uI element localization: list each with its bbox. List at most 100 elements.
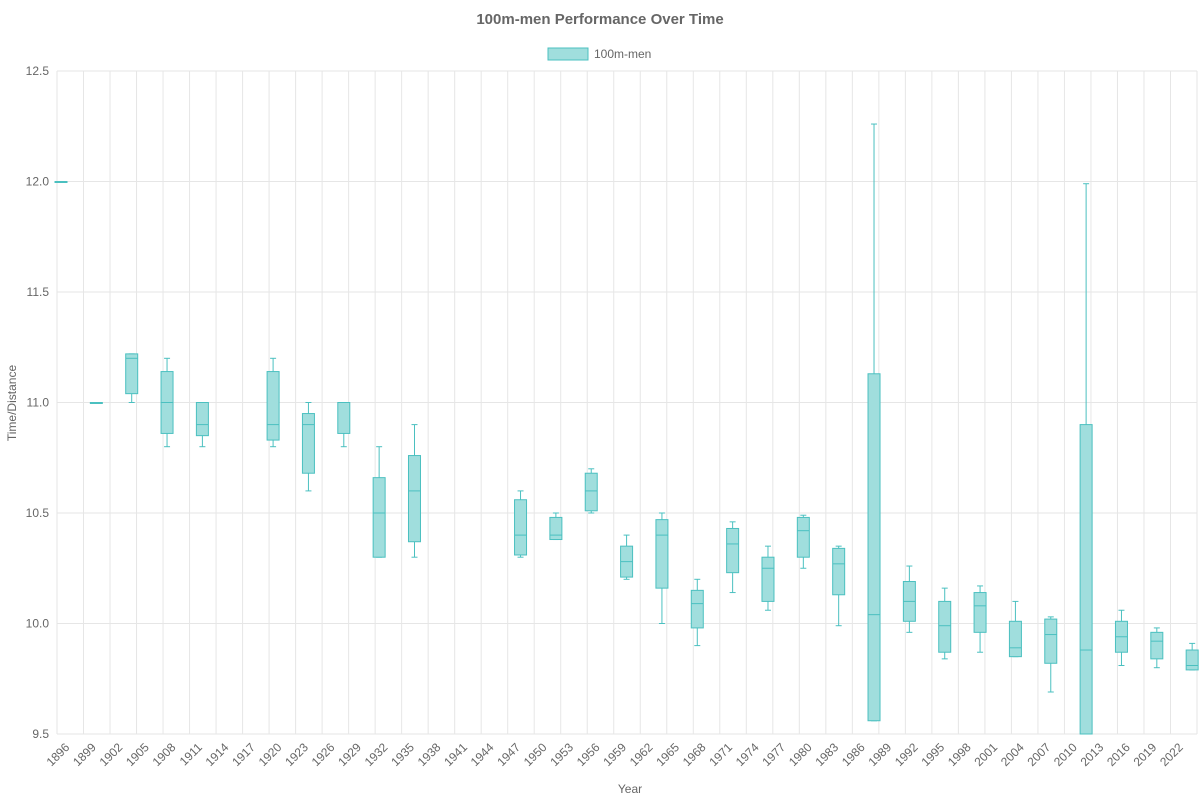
- box-1988[interactable]: [867, 123, 881, 722]
- x-tick-label: 1956: [574, 740, 603, 769]
- x-tick-label: 1950: [521, 740, 550, 769]
- box-iqr: [1079, 424, 1093, 735]
- x-tick-label: 1977: [759, 740, 788, 769]
- box-1936[interactable]: [407, 424, 421, 558]
- box-1984[interactable]: [832, 545, 846, 627]
- x-tick-label: 2013: [1078, 740, 1107, 769]
- legend[interactable]: 100m-men: [547, 47, 651, 61]
- box-1976[interactable]: [761, 545, 775, 611]
- y-tick-label: 11.5: [27, 285, 50, 299]
- x-tick-label: 1998: [945, 740, 974, 769]
- x-tick-label: 1923: [282, 740, 311, 769]
- box-1948[interactable]: [514, 490, 528, 558]
- x-axis-label: Year: [618, 782, 642, 796]
- y-tick-label: 11.0: [27, 396, 50, 410]
- grid: [56, 70, 1198, 735]
- box-2012[interactable]: [1079, 183, 1093, 735]
- x-tick-label: 1941: [441, 740, 470, 769]
- box-iqr: [690, 589, 704, 629]
- y-axis-label: Time/Distance: [5, 365, 19, 442]
- y-tick-label: 10.0: [26, 617, 50, 631]
- box-iqr: [761, 556, 775, 602]
- box-2004[interactable]: [1008, 600, 1022, 658]
- x-tick-label: 1962: [627, 740, 656, 769]
- x-tick-label: 1968: [680, 740, 709, 769]
- box-1996[interactable]: [938, 587, 952, 660]
- x-tick-label: 2004: [998, 740, 1027, 769]
- box-2008[interactable]: [1044, 616, 1058, 693]
- x-tick-label: 1914: [203, 740, 232, 769]
- box-1932[interactable]: [372, 446, 386, 558]
- x-tick-label: 1983: [812, 740, 841, 769]
- box-1972[interactable]: [726, 521, 740, 594]
- box-iqr: [407, 455, 421, 543]
- x-tick-label: 1944: [468, 740, 497, 769]
- box-2020[interactable]: [1150, 627, 1164, 669]
- x-tick-label: 1953: [547, 740, 576, 769]
- x-tick-label: 1926: [309, 740, 338, 769]
- x-tick-label: 1965: [653, 740, 682, 769]
- box-series: [54, 123, 1199, 735]
- box-2016[interactable]: [1114, 609, 1128, 666]
- x-tick-label: 1959: [600, 740, 629, 769]
- x-tick-label: 1929: [335, 740, 364, 769]
- box-iqr: [549, 516, 563, 541]
- x-axis-ticks: 1896189919021905190819111914191719201923…: [44, 740, 1186, 769]
- x-tick-label: 1899: [70, 740, 99, 769]
- legend-label: 100m-men: [594, 47, 651, 61]
- x-tick-label: 1920: [256, 740, 285, 769]
- box-1952[interactable]: [549, 512, 563, 541]
- box-1900[interactable]: [89, 402, 103, 404]
- x-tick-label: 1932: [362, 740, 391, 769]
- box-2000[interactable]: [973, 585, 987, 653]
- x-tick-label: 1917: [229, 740, 258, 769]
- x-tick-label: 1938: [415, 740, 444, 769]
- box-1920[interactable]: [266, 357, 280, 448]
- box-1912[interactable]: [195, 402, 209, 448]
- box-1908[interactable]: [160, 357, 174, 448]
- box-1992[interactable]: [902, 565, 916, 633]
- box-iqr: [584, 472, 598, 512]
- x-tick-label: 1995: [918, 740, 947, 769]
- box-1956[interactable]: [584, 468, 598, 514]
- x-tick-label: 1947: [494, 740, 523, 769]
- x-tick-label: 2016: [1104, 740, 1133, 769]
- box-1928[interactable]: [337, 402, 351, 448]
- box-1924[interactable]: [301, 402, 315, 492]
- box-1964[interactable]: [655, 512, 669, 624]
- box-1904[interactable]: [125, 353, 139, 403]
- box-iqr: [867, 373, 881, 722]
- x-tick-label: 1896: [44, 740, 73, 769]
- box-iqr: [832, 547, 846, 596]
- box-iqr: [796, 516, 810, 558]
- box-iqr: [266, 371, 280, 441]
- x-tick-label: 2022: [1157, 740, 1186, 769]
- box-iqr: [1044, 618, 1058, 664]
- box-1960[interactable]: [620, 534, 634, 580]
- box-iqr: [337, 402, 351, 434]
- x-tick-label: 1935: [388, 740, 417, 769]
- x-tick-label: 1992: [892, 740, 921, 769]
- x-tick-label: 1971: [706, 740, 735, 769]
- box-iqr: [938, 600, 952, 653]
- box-1896[interactable]: [54, 181, 68, 183]
- box-2024[interactable]: [1185, 642, 1199, 671]
- box-iqr: [973, 592, 987, 633]
- x-tick-label: 1986: [839, 740, 868, 769]
- y-tick-label: 9.5: [32, 727, 49, 741]
- box-iqr: [301, 413, 315, 474]
- y-tick-label: 10.5: [26, 506, 50, 520]
- box-iqr: [1185, 649, 1199, 671]
- box-1968[interactable]: [690, 578, 704, 647]
- x-tick-label: 2019: [1131, 740, 1160, 769]
- y-tick-label: 12.5: [26, 64, 50, 78]
- box-1980[interactable]: [796, 514, 810, 569]
- box-iqr: [655, 519, 669, 589]
- box-iqr: [195, 402, 209, 437]
- y-tick-label: 12.0: [26, 175, 50, 189]
- y-axis-ticks: 9.5 10.0 10.5 11.0 11.5 12.0 12.5: [26, 64, 50, 741]
- x-tick-label: 1980: [786, 740, 815, 769]
- x-tick-label: 1974: [733, 740, 762, 769]
- x-tick-label: 1908: [150, 740, 179, 769]
- box-iqr: [372, 477, 386, 558]
